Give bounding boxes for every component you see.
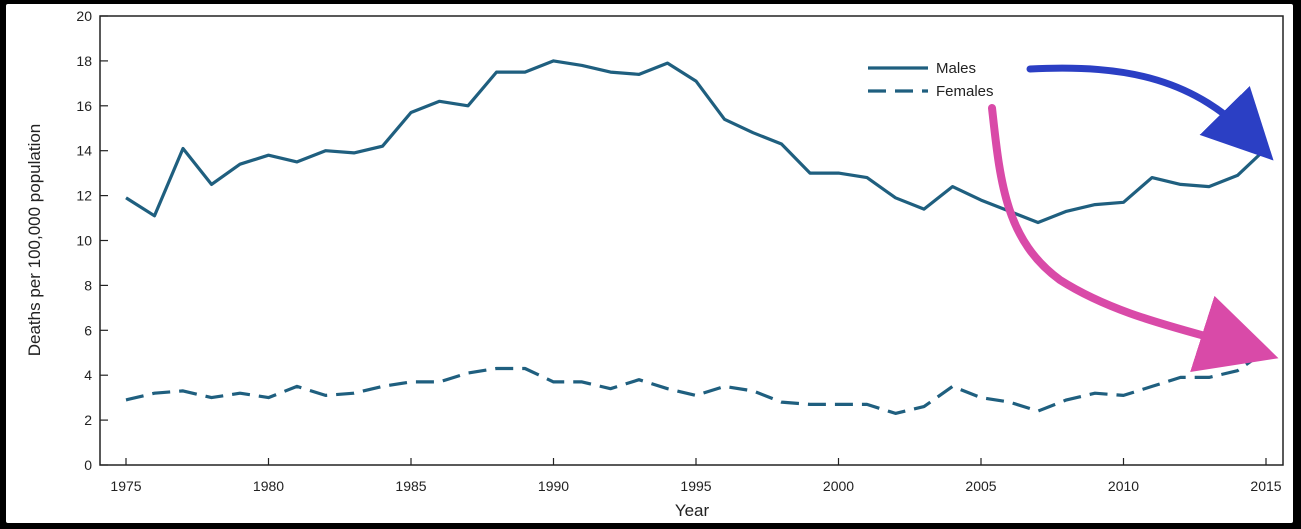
y-tick-label: 16 bbox=[76, 98, 92, 114]
x-tick-label: 2015 bbox=[1250, 478, 1281, 494]
y-tick-label: 2 bbox=[84, 412, 92, 428]
x-axis-title: Year bbox=[675, 501, 710, 520]
y-tick-label: 8 bbox=[84, 277, 92, 293]
plot-area-border bbox=[99, 15, 1284, 466]
legend-label-females: Females bbox=[936, 83, 994, 100]
y-tick-label: 20 bbox=[76, 8, 92, 24]
annotation-layer bbox=[988, 64, 1279, 373]
y-tick-label: 4 bbox=[84, 367, 92, 383]
y-tick-label: 10 bbox=[76, 233, 92, 249]
series-line-females bbox=[125, 349, 1267, 415]
x-tick-label: 2000 bbox=[823, 478, 854, 494]
y-axis: 0 2 4 6 8 10 12 14 16 18 20 bbox=[76, 8, 108, 473]
blue-arrow-annotation bbox=[1026, 64, 1274, 161]
x-tick-label: 1995 bbox=[680, 478, 711, 494]
x-tick-label: 1980 bbox=[253, 478, 284, 494]
pink-arrow-annotation bbox=[988, 104, 1279, 373]
y-tick-label: 18 bbox=[76, 53, 92, 69]
y-tick-label: 12 bbox=[76, 188, 92, 204]
series-layer bbox=[125, 59, 1268, 415]
x-tick-label: 1975 bbox=[110, 478, 141, 494]
series-line-males bbox=[125, 59, 1268, 225]
y-tick-label: 14 bbox=[76, 143, 92, 159]
legend: Males Females bbox=[868, 60, 994, 100]
legend-label-males: Males bbox=[936, 60, 976, 77]
x-tick-label: 2010 bbox=[1108, 478, 1139, 494]
chart-panel bbox=[6, 4, 1293, 523]
x-tick-label: 1985 bbox=[395, 478, 426, 494]
y-axis-title: Deaths per 100,000 population bbox=[25, 124, 44, 357]
x-axis: 1975 1980 1985 1990 1995 2000 2005 2010 2015 bbox=[110, 458, 1282, 494]
y-tick-label: 0 bbox=[84, 457, 92, 473]
x-tick-label: 1990 bbox=[538, 478, 569, 494]
x-tick-label: 2005 bbox=[965, 478, 996, 494]
y-tick-label: 6 bbox=[84, 322, 92, 338]
